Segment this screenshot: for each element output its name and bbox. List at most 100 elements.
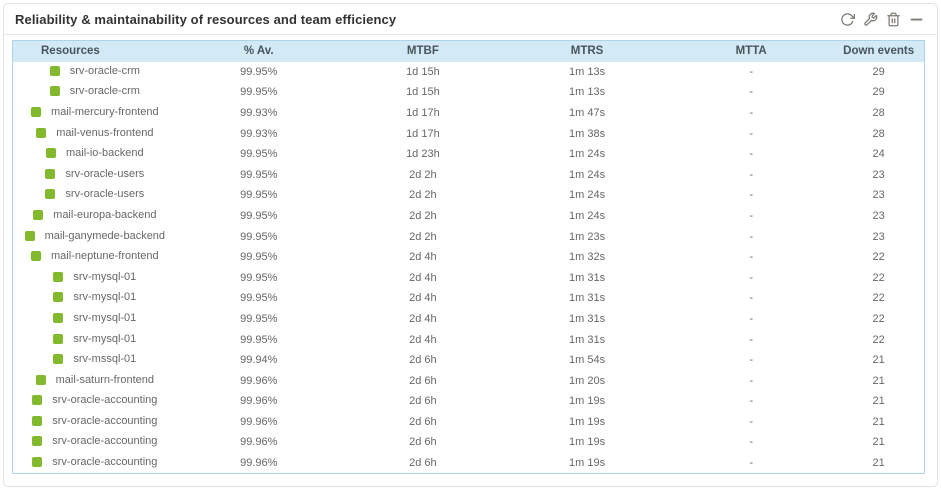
mtbf-cell: 1d 17h [340,102,505,124]
resource-cell: srv-mysql-01 [12,308,177,330]
resource-name: mail-io-backend [66,147,144,160]
availability-cell: 99.95% [176,267,341,289]
resource-name: mail-europa-backend [53,208,157,221]
down-events-cell: 22 [833,308,925,330]
table-row: srv-mysql-01 99.95% 2d 4h 1m 31s - 22 [12,329,925,350]
down-events-cell: 22 [833,288,925,309]
status-up-icon [32,456,43,467]
mtta-cell: - [669,102,834,124]
widget-panel: Reliability & maintainability of resourc… [3,3,938,487]
mtta-cell: - [669,143,834,165]
resource-cell: srv-oracle-crm [12,61,177,83]
mtrs-cell: 1m 31s [504,308,670,330]
mtrs-cell: 1m 19s [504,452,670,474]
status-up-icon [33,209,44,220]
availability-cell: 99.96% [176,391,341,412]
resource-cell: mail-ganymede-backend [12,226,177,247]
mtbf-cell: 2d 2h [340,226,505,247]
column-header-availability[interactable]: % Av. [176,40,341,62]
mtbf-cell: 2d 6h [340,432,505,453]
mtbf-cell: 2d 2h [340,164,505,186]
resource-name: srv-oracle-crm [69,85,140,98]
mtrs-cell: 1m 24s [504,185,670,206]
mtta-cell: - [669,82,834,103]
mtta-cell: - [669,205,834,227]
mtrs-cell: 1m 31s [504,329,670,350]
column-header-mtbf[interactable]: MTBF [340,40,505,62]
mtta-cell: - [669,452,834,474]
refresh-icon[interactable] [839,11,856,28]
resource-name: srv-mysql-01 [73,332,137,345]
status-up-icon [32,436,43,447]
table-container: Resources % Av. MTBF MTRS MTTA Down even… [4,35,937,474]
table-row: srv-oracle-crm 99.95% 1d 15h 1m 13s - 29 [12,61,925,83]
resource-cell: mail-venus-frontend [12,123,177,144]
availability-cell: 99.95% [176,226,341,247]
mtrs-cell: 1m 19s [504,411,670,433]
mtta-cell: - [669,329,834,350]
resource-name: srv-oracle-accounting [52,435,158,448]
wrench-icon[interactable] [862,11,879,28]
mtta-cell: - [669,226,834,247]
table-row: mail-saturn-frontend 99.96% 2d 6h 1m 20s… [12,370,925,391]
panel-header: Reliability & maintainability of resourc… [4,4,937,35]
resource-name: srv-oracle-crm [69,64,140,77]
mtrs-cell: 1m 24s [504,143,670,165]
resource-name: mail-venus-frontend [56,126,154,139]
down-events-cell: 22 [833,246,925,268]
availability-cell: 99.96% [176,432,341,453]
mtta-cell: - [669,308,834,330]
mtbf-cell: 1d 23h [340,143,505,165]
resource-cell: srv-oracle-accounting [12,411,177,433]
status-up-icon [31,106,42,117]
availability-cell: 99.96% [176,370,341,391]
availability-cell: 99.93% [176,123,341,144]
mtbf-cell: 2d 6h [340,370,505,391]
status-up-icon [53,292,64,303]
table-row: srv-mysql-01 99.95% 2d 4h 1m 31s - 22 [12,308,925,330]
mtbf-cell: 2d 4h [340,246,505,268]
availability-cell: 99.95% [176,308,341,330]
down-events-cell: 22 [833,267,925,289]
down-events-cell: 28 [833,123,925,144]
down-events-cell: 23 [833,205,925,227]
resource-cell: srv-oracle-users [12,164,177,186]
status-up-icon [53,333,64,344]
availability-cell: 99.95% [176,288,341,309]
table-row: srv-oracle-accounting 99.96% 2d 6h 1m 19… [12,432,925,453]
table-header-row: Resources % Av. MTBF MTRS MTTA Down even… [12,40,925,62]
availability-cell: 99.95% [176,82,341,103]
trash-icon[interactable] [885,11,902,28]
page-title: Reliability & maintainability of resourc… [15,11,397,27]
resource-cell: srv-mssql-01 [12,349,177,371]
column-header-mtrs[interactable]: MTRS [504,40,670,62]
column-header-down-events[interactable]: Down events [833,40,925,62]
table-row: srv-oracle-accounting 99.96% 2d 6h 1m 19… [12,411,925,433]
down-events-cell: 22 [833,329,925,350]
availability-cell: 99.95% [176,143,341,165]
column-header-resources[interactable]: Resources [12,40,177,62]
down-events-cell: 21 [833,432,925,453]
mtta-cell: - [669,288,834,309]
resource-cell: mail-europa-backend [12,205,177,227]
mtbf-cell: 2d 6h [340,349,505,371]
resource-cell: mail-saturn-frontend [12,370,177,391]
down-events-cell: 23 [833,164,925,186]
mtrs-cell: 1m 13s [504,61,670,83]
mtrs-cell: 1m 24s [504,205,670,227]
resource-name: mail-neptune-frontend [51,250,159,263]
minimize-icon[interactable] [908,11,925,28]
availability-cell: 99.95% [176,329,341,350]
down-events-cell: 21 [833,452,925,474]
mtta-cell: - [669,411,834,433]
resource-cell: mail-neptune-frontend [12,246,177,268]
table-row: srv-oracle-accounting 99.96% 2d 6h 1m 19… [12,391,925,412]
column-header-mtta[interactable]: MTTA [669,40,834,62]
status-up-icon [32,415,43,426]
availability-cell: 99.93% [176,102,341,124]
table-row: srv-oracle-accounting 99.96% 2d 6h 1m 19… [12,452,925,474]
mtta-cell: - [669,246,834,268]
availability-cell: 99.95% [176,61,341,83]
status-up-icon [35,374,46,385]
resource-cell: srv-mysql-01 [12,267,177,289]
